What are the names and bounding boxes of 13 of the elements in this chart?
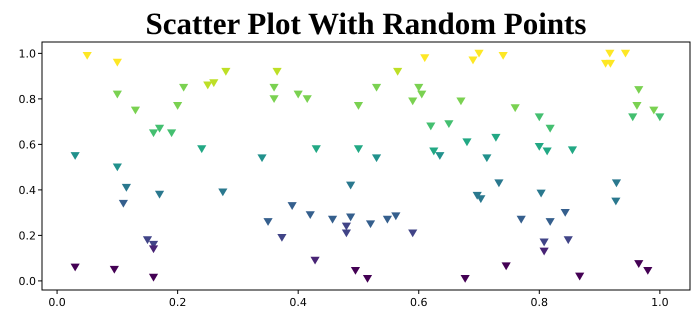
y-tick-label: 0.0 xyxy=(18,274,36,288)
y-tick-label: 0.8 xyxy=(18,92,36,106)
y-tick-label: 0.4 xyxy=(18,184,36,197)
x-tick-label: 0.0 xyxy=(48,296,66,309)
x-tick-label: 0.6 xyxy=(410,296,428,309)
y-tick-label: 0.6 xyxy=(18,138,36,152)
y-tick-label: 1.0 xyxy=(18,47,36,60)
x-tick-label: 0.4 xyxy=(289,296,307,309)
chart-title: Scatter Plot With Random Points xyxy=(146,6,586,41)
y-tick-label: 0.2 xyxy=(18,229,36,242)
x-tick-label: 0.8 xyxy=(530,296,548,309)
x-tick-label: 0.2 xyxy=(168,296,186,309)
x-tick-label: 1.0 xyxy=(651,296,669,309)
